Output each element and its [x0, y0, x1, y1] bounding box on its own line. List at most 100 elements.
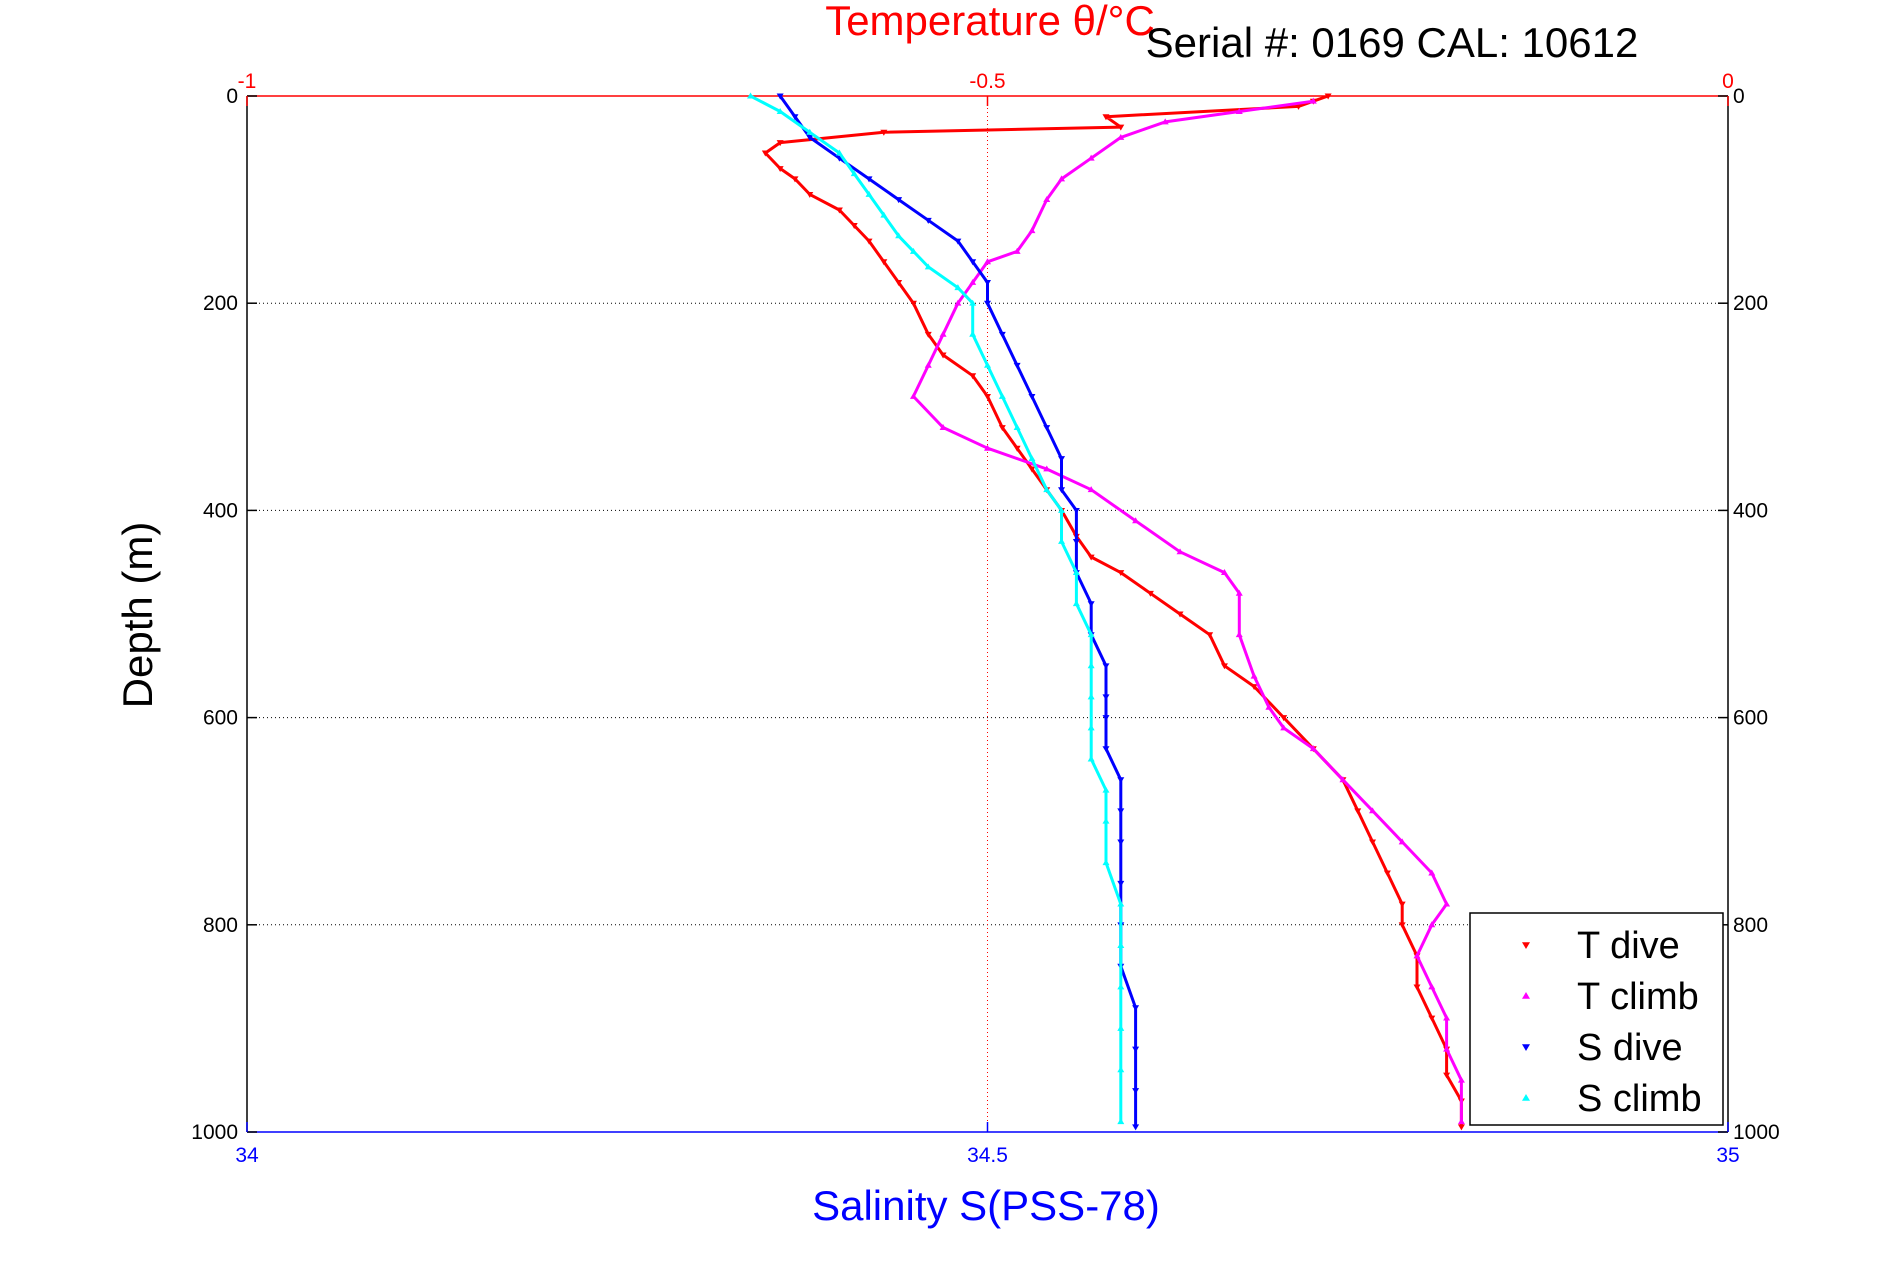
data-point — [1250, 684, 1258, 691]
data-point — [1058, 456, 1066, 463]
data-point — [1280, 715, 1288, 722]
data-point — [1354, 808, 1362, 815]
data-point — [1176, 548, 1184, 555]
data-layer — [747, 92, 1465, 1131]
data-point — [1043, 465, 1051, 472]
data-point — [984, 393, 991, 400]
data-point — [1309, 97, 1317, 104]
y-tick-label-left: 600 — [203, 707, 238, 730]
data-point — [969, 299, 977, 306]
data-point — [1280, 724, 1288, 731]
data-point — [1117, 1066, 1125, 1073]
data-point — [1087, 486, 1095, 493]
data-point — [1028, 393, 1036, 400]
data-point — [969, 278, 977, 285]
data-point — [776, 108, 784, 114]
data-point — [1428, 921, 1436, 928]
serial-annotation: Serial #: 0169 CAL: 10612 — [1146, 19, 1639, 66]
data-point — [776, 166, 784, 173]
data-point — [1117, 133, 1125, 140]
data-point — [1428, 983, 1436, 990]
legend-marker — [1522, 1044, 1530, 1051]
series-t-climb — [909, 97, 1465, 1125]
data-point — [1398, 838, 1406, 845]
data-point — [806, 134, 814, 141]
data-point — [865, 176, 873, 183]
data-point — [1132, 517, 1140, 524]
data-point — [998, 331, 1006, 338]
data-point — [1443, 900, 1451, 907]
data-point — [880, 259, 888, 266]
data-point — [1369, 807, 1377, 814]
data-point — [1028, 227, 1036, 234]
data-point — [1013, 445, 1021, 452]
data-point — [1398, 922, 1406, 929]
data-point — [1102, 817, 1110, 824]
legend: T dive T climb S dive S climb — [1469, 912, 1724, 1126]
data-point — [1206, 632, 1214, 639]
data-point — [1117, 839, 1125, 846]
data-point — [1220, 663, 1228, 670]
data-point — [895, 232, 903, 239]
data-point — [1339, 776, 1347, 783]
data-point — [1087, 601, 1095, 608]
data-point — [1413, 952, 1421, 959]
legend-entry-label: T climb — [1577, 976, 1699, 1018]
series-s-climb — [747, 92, 1125, 1125]
data-point — [998, 392, 1006, 399]
data-point — [850, 170, 858, 177]
data-point — [1443, 1072, 1451, 1079]
data-point — [924, 217, 932, 224]
data-point — [761, 150, 769, 157]
data-point — [1043, 196, 1051, 203]
legend-entry-label: S dive — [1577, 1027, 1683, 1069]
temperature-tick-label: 0 — [1722, 70, 1734, 93]
data-point — [1383, 870, 1391, 877]
legend-box — [1469, 912, 1724, 1126]
data-point — [835, 149, 843, 156]
data-point — [969, 330, 977, 337]
data-point — [865, 238, 873, 245]
data-point — [1087, 662, 1095, 669]
data-point — [1117, 1024, 1125, 1031]
data-point — [1013, 424, 1021, 430]
salinity-tick-label: 34 — [235, 1144, 259, 1167]
data-point — [984, 361, 991, 368]
data-point — [939, 330, 947, 337]
legend-marker — [1522, 1094, 1530, 1101]
data-point — [1132, 1088, 1140, 1095]
data-point — [1117, 1118, 1125, 1125]
y-tick-label-left: 0 — [226, 85, 238, 108]
y-tick-label-left: 800 — [203, 914, 238, 937]
y-tick-label-right: 0 — [1733, 85, 1745, 108]
data-point — [939, 424, 947, 430]
data-point — [1161, 118, 1169, 125]
data-point — [1102, 694, 1110, 701]
data-point — [1398, 901, 1406, 908]
data-point — [791, 176, 799, 183]
data-point — [791, 114, 799, 121]
data-point — [954, 284, 962, 291]
data-point — [1102, 786, 1110, 793]
data-point — [1102, 715, 1110, 722]
data-point — [1428, 1015, 1436, 1022]
data-point — [1087, 554, 1095, 561]
data-point — [1102, 859, 1110, 866]
data-point — [1058, 506, 1066, 513]
data-point — [924, 361, 932, 368]
data-point — [1176, 611, 1184, 618]
temperature-tick-label: -1 — [238, 70, 257, 93]
data-point — [1072, 569, 1080, 576]
data-point — [1013, 247, 1021, 254]
data-point — [1117, 983, 1125, 990]
data-point — [1117, 942, 1125, 948]
data-point — [1250, 672, 1258, 679]
data-point — [1235, 589, 1243, 596]
data-point — [1043, 486, 1051, 493]
data-point — [865, 190, 873, 197]
data-point — [1087, 724, 1095, 731]
data-point — [939, 352, 947, 359]
data-point — [1428, 869, 1436, 876]
